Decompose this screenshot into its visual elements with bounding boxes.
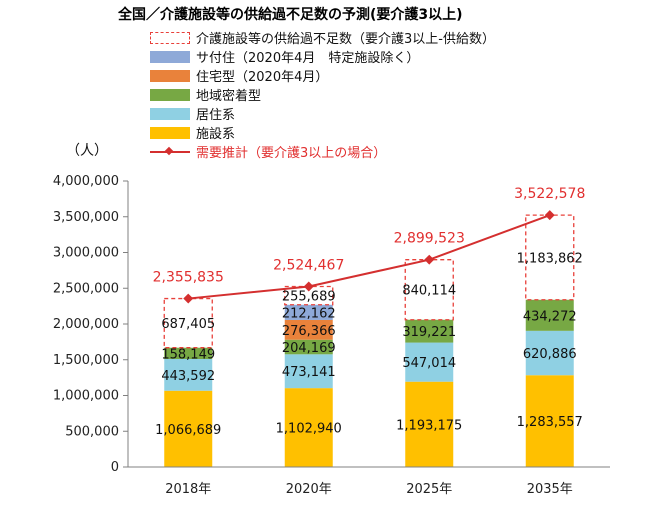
bar-segment xyxy=(164,359,213,391)
legend-swatch-jutakugata xyxy=(150,69,190,82)
x-tick-label: 2018年 xyxy=(165,482,211,497)
legend: 介護施設等の供給過不足数（要介護3以上-供給数） サ付住（2020年4月 特定施… xyxy=(150,28,495,161)
legend-item-sakoju: サ付住（2020年4月 特定施設除く） xyxy=(150,47,495,66)
bar-value-label: 255,689 xyxy=(282,290,336,305)
y-tick-label: 1,500,000 xyxy=(53,353,119,368)
y-axis-unit: （人） xyxy=(66,143,108,159)
legend-label-jutakugata: 住宅型（2020年4月） xyxy=(196,70,329,85)
y-tick-label: 0 xyxy=(111,460,119,475)
bar-value-label: 1,193,175 xyxy=(396,418,462,433)
y-tick-label: 2,000,000 xyxy=(53,317,119,332)
demand-value-label: 2,524,467 xyxy=(273,258,344,274)
bar-value-label: 1,183,862 xyxy=(517,251,583,266)
legend-label-shortage: 介護施設等の供給過不足数（要介護3以上-供給数） xyxy=(196,32,495,47)
demand-line xyxy=(188,214,551,300)
y-tick-label: 500,000 xyxy=(65,424,119,439)
x-tick-label: 2035年 xyxy=(527,482,573,497)
bar-segment xyxy=(525,299,574,331)
legend-label-demand: 需要推計（要介護3以上の場合） xyxy=(196,146,387,161)
demand-point xyxy=(183,293,194,304)
bar-segment xyxy=(284,388,333,467)
demand-value-label: 2,355,835 xyxy=(153,270,224,286)
bar-value-label: 319,221 xyxy=(402,325,456,340)
bar-value-label: 434,272 xyxy=(523,309,577,324)
bar-value-label: 840,114 xyxy=(402,284,456,299)
legend-label-chiiki: 地域密着型 xyxy=(196,89,262,104)
bar-value-label: 1,283,557 xyxy=(517,415,583,430)
demand-point xyxy=(544,210,555,221)
legend-item-kyojuukei: 居住系 xyxy=(150,104,495,123)
bar-segment xyxy=(164,390,213,467)
bar-segment xyxy=(284,304,333,320)
demand-point xyxy=(424,254,435,265)
bar-value-label: 1,066,689 xyxy=(155,423,221,438)
bar-value-label: 620,886 xyxy=(523,347,577,362)
bar-value-label: 1,102,940 xyxy=(276,422,342,437)
legend-item-jutakugata: 住宅型（2020年4月） xyxy=(150,66,495,85)
y-tick-label: 4,000,000 xyxy=(53,174,119,189)
legend-swatch-demand xyxy=(150,146,190,158)
legend-item-shisetsukei: 施設系 xyxy=(150,123,495,142)
legend-item-shortage: 介護施設等の供給過不足数（要介護3以上-供給数） xyxy=(150,28,495,47)
bar-value-label: 443,592 xyxy=(161,369,215,384)
x-tick-label: 2025年 xyxy=(406,482,452,497)
legend-label-shisetsukei: 施設系 xyxy=(196,127,236,142)
demand-value-label: 2,899,523 xyxy=(394,231,465,247)
bar-value-label: 212,162 xyxy=(282,306,336,321)
x-tick-label: 2020年 xyxy=(286,482,332,497)
legend-swatch-shisetsukei xyxy=(150,126,190,139)
bar-segment xyxy=(405,342,454,382)
legend-label-kyojuukei: 居住系 xyxy=(196,108,236,123)
bar-segment xyxy=(525,375,574,467)
bar-value-label: 473,141 xyxy=(282,365,336,380)
chart-title: 全国／介護施設等の供給過不足数の予測(要介護3以上) xyxy=(118,7,463,23)
bar-segment xyxy=(284,319,333,340)
bar-segment xyxy=(284,354,333,389)
y-tick-label: 3,500,000 xyxy=(53,210,119,225)
legend-item-chiiki: 地域密着型 xyxy=(150,85,495,104)
legend-label-sakoju: サ付住（2020年4月 特定施設除く） xyxy=(196,51,420,66)
bar-segment xyxy=(284,339,333,355)
legend-swatch-kyojuukei xyxy=(150,107,190,120)
legend-swatch-shortage xyxy=(150,31,190,44)
demand-point xyxy=(303,281,314,292)
y-tick-label: 3,000,000 xyxy=(53,246,119,261)
bar-value-label: 687,405 xyxy=(161,317,215,332)
y-tick-label: 1,000,000 xyxy=(53,389,119,404)
bar-value-label: 158,149 xyxy=(161,347,215,362)
bar-value-label: 547,014 xyxy=(402,356,456,371)
bar-segment xyxy=(405,381,454,467)
bar-segment xyxy=(405,319,454,343)
bar-value-label: 204,169 xyxy=(282,341,336,356)
y-tick-label: 2,500,000 xyxy=(53,281,119,296)
demand-value-label: 3,522,578 xyxy=(514,186,585,202)
legend-item-demand: 需要推計（要介護3以上の場合） xyxy=(150,142,495,161)
legend-swatch-chiiki xyxy=(150,88,190,101)
bar-segment xyxy=(164,347,213,360)
bar-value-label: 276,366 xyxy=(282,324,336,339)
bar-segment xyxy=(525,330,574,376)
legend-swatch-sakoju xyxy=(150,50,190,63)
